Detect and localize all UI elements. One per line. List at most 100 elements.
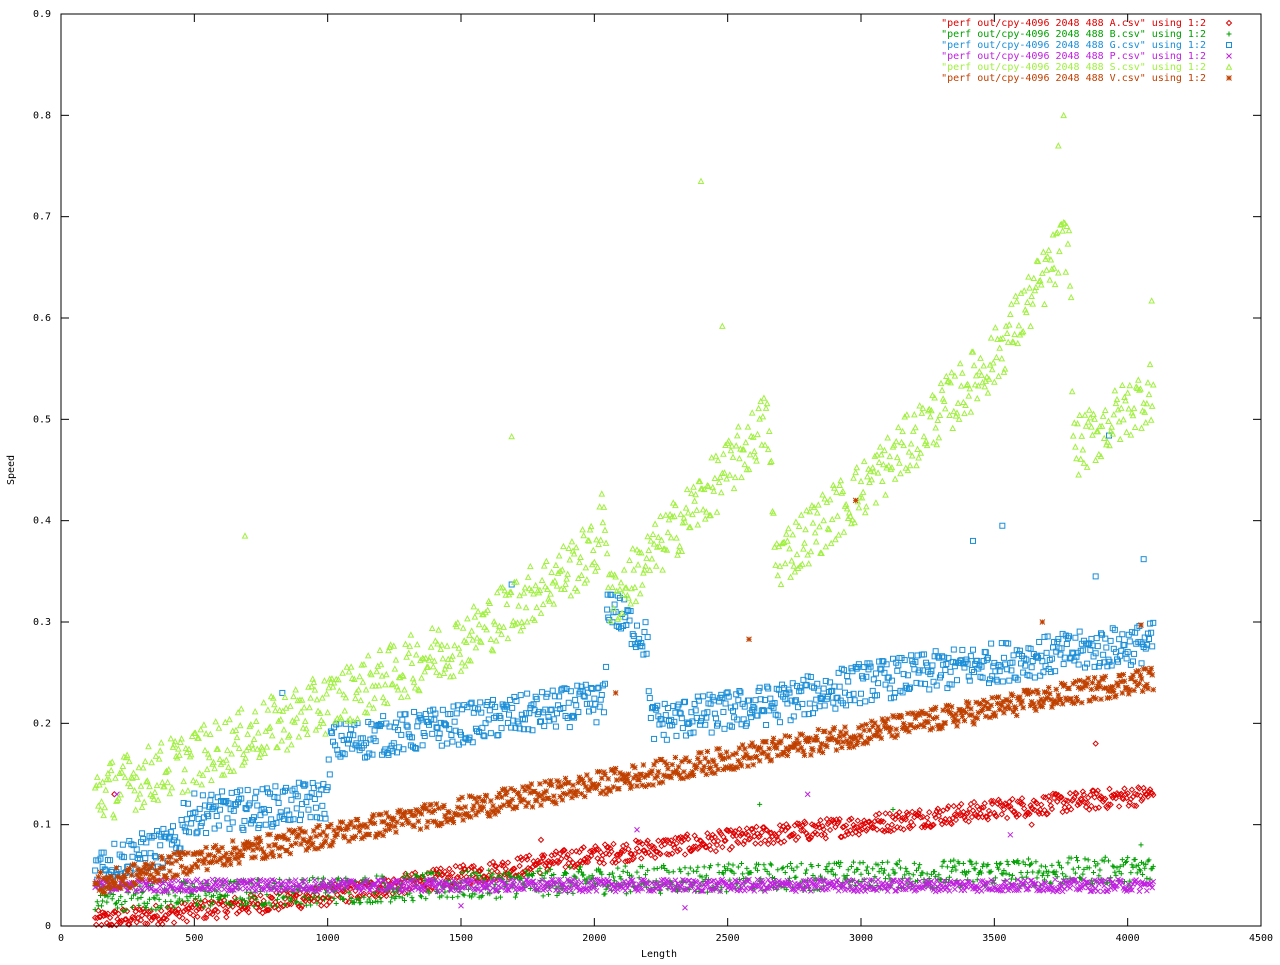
data-point xyxy=(767,861,773,867)
data-point xyxy=(850,474,857,481)
data-point xyxy=(876,443,884,450)
data-point xyxy=(598,855,606,863)
data-point xyxy=(504,634,512,642)
data-point xyxy=(661,841,668,848)
data-point xyxy=(147,908,154,915)
data-point xyxy=(224,746,231,753)
data-point xyxy=(851,518,858,526)
data-point xyxy=(250,894,256,900)
data-point xyxy=(263,743,271,750)
data-point xyxy=(650,843,658,851)
data-point xyxy=(1044,810,1051,817)
data-point xyxy=(523,618,531,625)
data-point xyxy=(410,678,418,685)
data-point xyxy=(575,709,582,716)
data-point xyxy=(567,592,575,599)
data-point xyxy=(907,440,915,447)
data-point xyxy=(305,806,312,813)
data-point xyxy=(228,789,235,796)
data-point xyxy=(1051,280,1059,288)
data-point xyxy=(795,820,803,828)
data-point xyxy=(703,873,709,879)
data-point xyxy=(1078,796,1086,803)
data-point xyxy=(1149,866,1155,872)
data-point xyxy=(851,859,857,865)
data-point xyxy=(732,832,740,839)
data-point xyxy=(864,473,871,480)
data-point xyxy=(118,894,124,900)
data-point xyxy=(1116,435,1124,443)
data-point xyxy=(573,702,580,709)
data-point xyxy=(644,532,651,540)
data-point xyxy=(133,919,140,926)
data-point xyxy=(1111,387,1119,394)
data-point xyxy=(335,875,341,881)
data-point xyxy=(890,806,896,812)
data-point xyxy=(651,735,658,742)
data-point xyxy=(255,825,262,832)
data-point xyxy=(1076,628,1083,635)
data-point xyxy=(156,896,162,902)
data-point xyxy=(256,753,263,761)
data-point xyxy=(304,730,311,737)
data-point xyxy=(224,815,231,822)
data-point xyxy=(307,814,314,821)
data-point xyxy=(430,870,436,876)
data-point xyxy=(1027,802,1034,809)
data-point xyxy=(361,894,367,900)
data-point xyxy=(957,382,965,389)
data-point xyxy=(809,519,817,526)
data-point xyxy=(309,779,316,786)
data-point xyxy=(104,910,112,917)
data-point xyxy=(478,709,485,716)
data-point xyxy=(92,921,100,928)
data-point xyxy=(256,821,263,828)
data-point xyxy=(600,709,607,716)
data-point xyxy=(678,869,684,875)
data-point xyxy=(537,836,545,844)
data-point xyxy=(855,831,863,838)
data-point xyxy=(290,692,297,700)
data-point xyxy=(600,860,608,867)
data-point xyxy=(551,577,559,584)
data-point xyxy=(912,423,919,431)
data-point xyxy=(741,460,749,468)
data-point xyxy=(727,877,733,883)
data-point xyxy=(793,550,801,558)
data-point xyxy=(1095,861,1101,867)
data-point xyxy=(629,545,637,552)
data-point xyxy=(407,890,413,896)
data-point xyxy=(629,856,636,863)
data-point xyxy=(570,550,578,557)
data-point xyxy=(920,870,926,876)
data-point xyxy=(136,902,142,908)
data-point xyxy=(133,846,140,853)
data-point xyxy=(695,864,701,870)
data-point xyxy=(142,855,149,862)
data-point xyxy=(498,725,505,732)
data-point xyxy=(760,394,768,401)
data-point xyxy=(988,640,995,647)
data-point xyxy=(491,862,499,870)
data-point xyxy=(574,861,581,868)
data-point xyxy=(1055,142,1062,149)
data-point xyxy=(1076,864,1082,870)
data-point xyxy=(298,811,304,818)
data-point xyxy=(670,869,676,875)
data-point xyxy=(1080,791,1088,798)
data-point xyxy=(776,822,784,829)
data-point xyxy=(251,707,259,715)
data-point xyxy=(947,668,954,675)
data-point xyxy=(578,879,585,886)
data-point xyxy=(288,796,295,803)
data-point xyxy=(711,474,719,481)
data-point xyxy=(246,800,253,807)
data-point xyxy=(874,469,882,476)
data-point xyxy=(396,744,403,751)
data-point xyxy=(1036,868,1042,874)
data-point xyxy=(996,866,1002,872)
data-point xyxy=(312,804,319,811)
data-point xyxy=(744,423,752,430)
data-point xyxy=(165,766,173,773)
data-point xyxy=(1124,790,1131,797)
